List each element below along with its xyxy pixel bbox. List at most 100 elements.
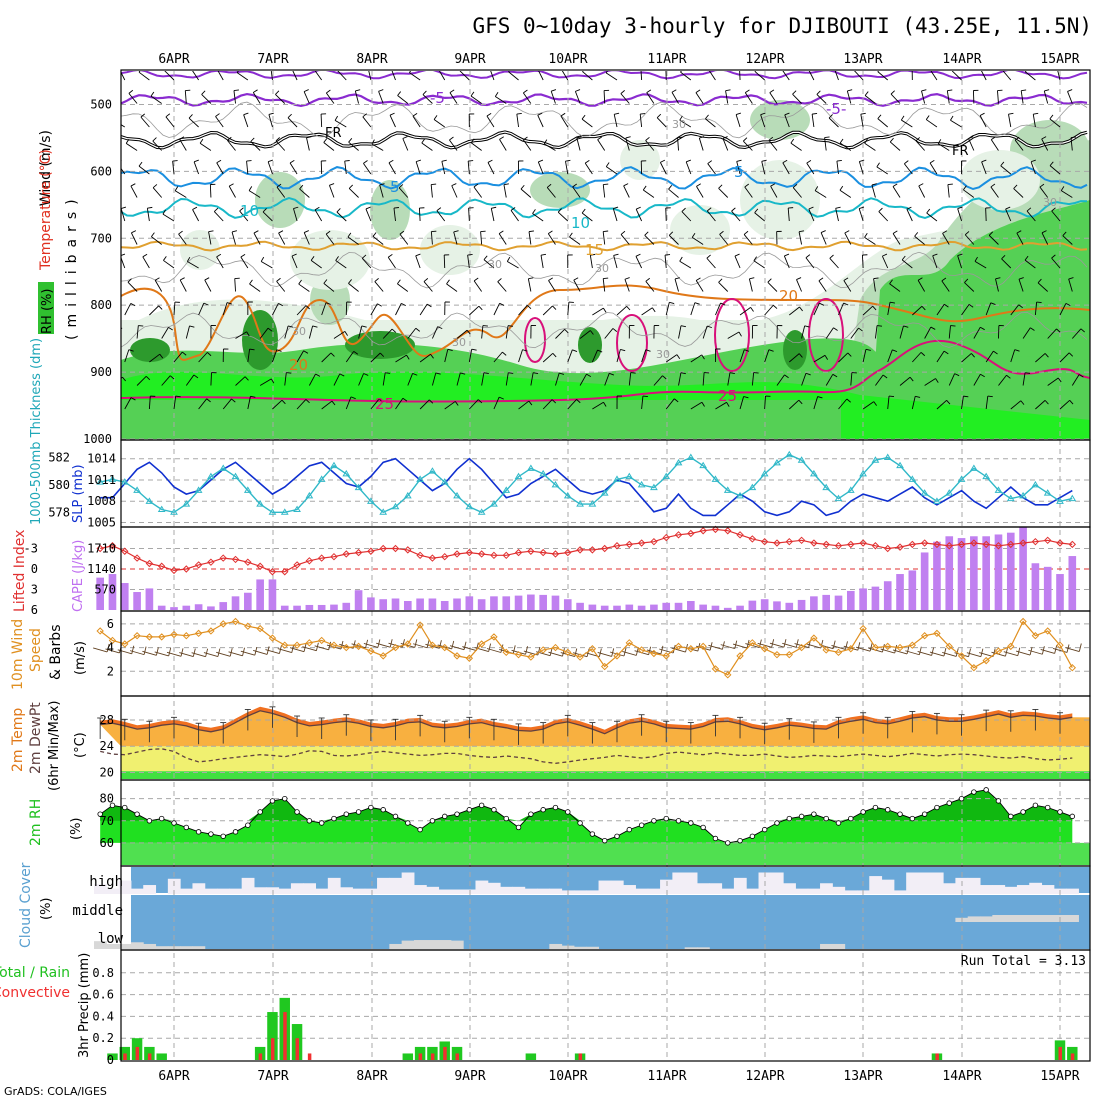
wind-barb-flag: [347, 232, 352, 238]
wind-barb-flag: [552, 305, 557, 310]
wind-barb: [361, 257, 372, 269]
wind-barb-flag: [486, 112, 492, 117]
wind-barb: [917, 280, 926, 292]
wind-barb-flag: [836, 160, 842, 162]
cape-bar: [157, 605, 166, 610]
wind-barb-flag: [719, 230, 724, 235]
cloud-high-bar: [1066, 888, 1079, 894]
wind-barb: [719, 234, 729, 245]
wind10m-point: [404, 640, 412, 648]
wind-barb: [325, 92, 335, 104]
wind-barb: [839, 189, 852, 198]
thickness-point: [305, 491, 314, 499]
wind10m-point: [896, 643, 904, 652]
wind-barb: [731, 210, 741, 222]
lifted-index-point: [687, 529, 695, 538]
wind-barb: [418, 207, 421, 222]
wind-barb-flag: [312, 325, 318, 328]
rh2m-point: [491, 807, 497, 813]
contour-label-15: 15: [585, 241, 604, 259]
wind-barb: [754, 71, 765, 81]
wind-barb: [407, 327, 417, 339]
wind-barb: [291, 255, 298, 269]
wind-barb: [656, 117, 667, 128]
wind-barb: [430, 184, 433, 198]
wind-barb-flag: [421, 138, 426, 144]
thickness-point: [933, 497, 941, 504]
wind-barb: [641, 349, 647, 363]
wind-barb: [835, 208, 839, 222]
wind10m-barb: [720, 644, 735, 650]
wind-barb: [407, 373, 414, 386]
wind-barb: [708, 71, 716, 81]
cloud-high-bar: [586, 890, 600, 894]
wind-barb: [527, 278, 532, 292]
wind-barb-flag: [378, 398, 384, 403]
lifted-index-point: [477, 550, 486, 558]
wind-barb-flag: [499, 302, 505, 306]
wind-barb-flag: [901, 255, 906, 261]
slp-labels: 1000-500mb Thickness (dm) SLP (mb): [29, 338, 86, 525]
cloud-low-bar: [573, 946, 587, 949]
wind10m-point: [736, 652, 744, 660]
wind-barb: [216, 256, 224, 269]
wind-barb-flag: [523, 89, 528, 94]
rh2m-area: [100, 789, 1073, 843]
cloud-high-bar: [229, 888, 243, 894]
wind-barb-flag: [305, 399, 310, 404]
wind10m-barb-flag: [598, 648, 602, 657]
wind-barb-flag: [415, 159, 422, 163]
wind-barb-flag: [334, 115, 338, 121]
date-label-bottom: 15APR: [1040, 1069, 1079, 1084]
wind10m-barb-flag: [931, 647, 935, 656]
precip-labels: Total / Rain Convective 3hr Precip (mm) …: [0, 953, 1086, 1058]
wind-barb: [964, 282, 975, 292]
thickness-point: [453, 491, 461, 499]
wind10m-barb: [216, 651, 231, 657]
wind-axis-label: Wind (m/s): [38, 130, 54, 206]
wind-barb: [333, 373, 341, 386]
wind10m-barb: [732, 643, 748, 649]
wind-barb: [646, 92, 655, 104]
cloud-high-bar: [623, 885, 636, 894]
wind10m-barb: [905, 650, 920, 656]
lifted-index-point: [207, 558, 215, 566]
cape-bar: [896, 574, 904, 610]
wind-barb: [1070, 137, 1073, 151]
wind-barb-flag: [572, 349, 578, 352]
rh2m-point: [183, 824, 190, 831]
wind10m-point: [637, 646, 646, 654]
wind-barb: [1010, 304, 1020, 316]
wind-barb-flag: [533, 372, 539, 375]
wind-barb: [538, 71, 544, 81]
wind10m-barb-flag: [488, 643, 492, 652]
thickness-point: [563, 491, 572, 499]
date-label-bottom: 12APR: [745, 1069, 784, 1084]
cape-bar: [539, 594, 547, 610]
cloud-high-bar: [881, 879, 895, 894]
wind10m-point: [711, 665, 720, 673]
wind-barb-flag: [208, 230, 214, 233]
wind-barb: [102, 284, 113, 291]
wind-barb: [639, 114, 643, 128]
wind-barb: [323, 283, 335, 292]
wind-barb-flag: [889, 301, 896, 304]
wind-barb: [864, 142, 876, 151]
wind10m-point: [613, 652, 621, 660]
wind10m-point: [724, 671, 732, 679]
lifted-index-point: [502, 551, 510, 560]
wind-barb: [691, 237, 704, 245]
wind10m-barb-flag: [426, 639, 430, 648]
lifted-index-point: [391, 544, 400, 553]
wind-barb: [1016, 232, 1024, 245]
wind-barb-flag: [1033, 112, 1039, 115]
wind-barb-flag: [267, 327, 273, 332]
cloud-low-bar: [832, 943, 846, 949]
wind10m-barb-flag: [155, 647, 159, 656]
wind-barb: [874, 325, 878, 339]
lifted-index-point: [994, 542, 1003, 550]
wind-barb-flag: [140, 113, 146, 118]
wind10m-point: [1007, 642, 1015, 651]
wind-barb-flag: [843, 302, 849, 306]
wind-barb: [1041, 138, 1049, 151]
